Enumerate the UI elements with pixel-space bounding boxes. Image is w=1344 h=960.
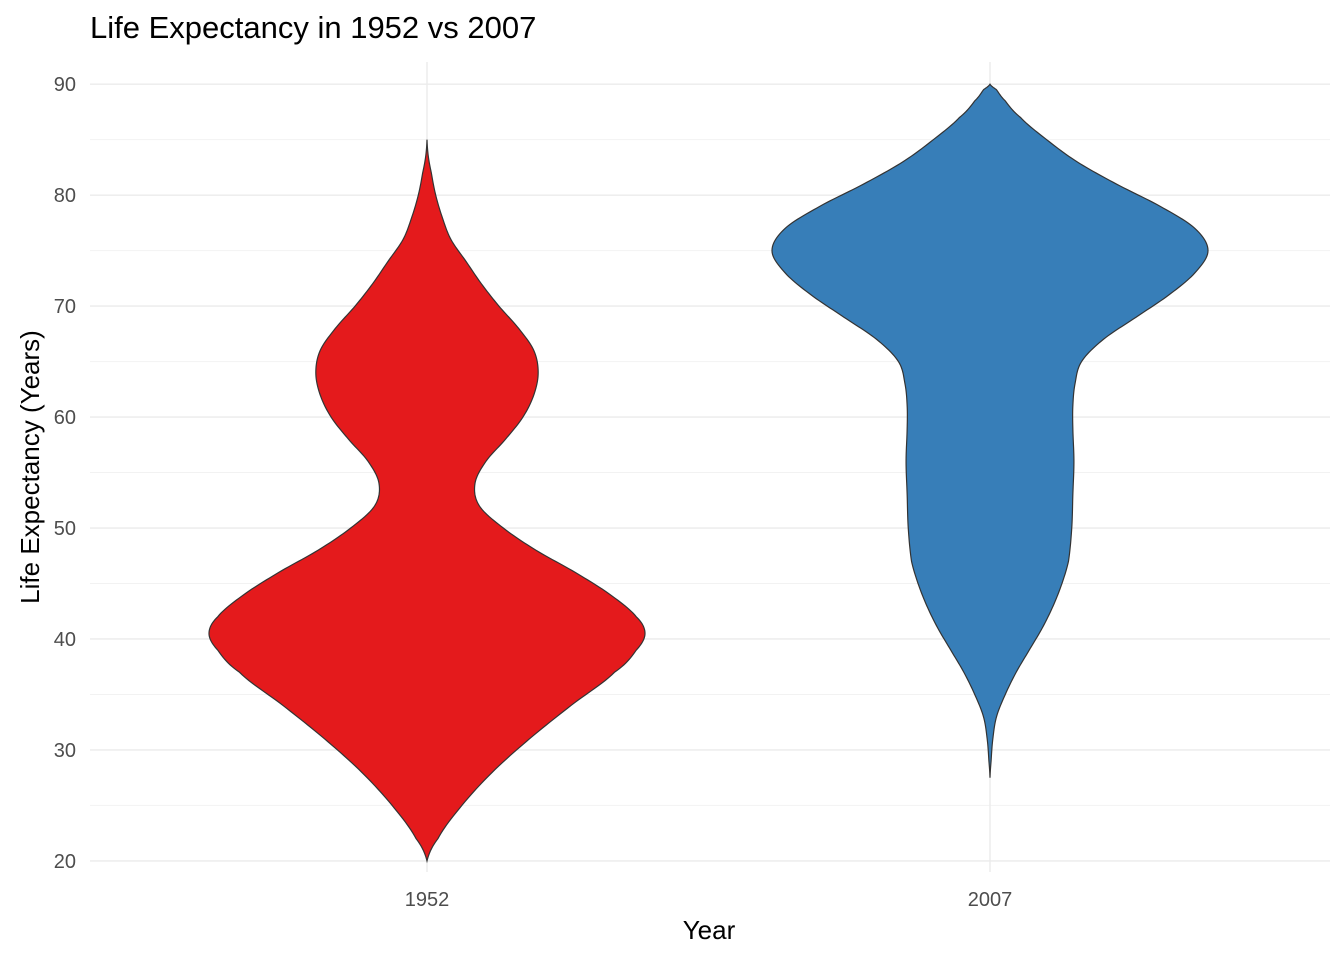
violin-2007 [771,83,1209,778]
y-tick-label: 30 [54,740,76,762]
y-tick-label: 90 [54,74,76,96]
y-tick-label: 70 [54,296,76,318]
grid-lines [90,62,1330,872]
violins [208,83,1209,864]
y-tick-label: 20 [54,851,76,873]
y-tick-labels: 20 30 40 50 60 70 80 90 [54,74,76,873]
x-tick-label: 2007 [968,889,1013,911]
chart-title: Life Expectancy in 1952 vs 2007 [90,10,537,45]
violin-1952 [208,139,646,864]
x-tick-labels: 1952 2007 [405,889,1013,911]
x-tick-label: 1952 [405,889,450,911]
y-tick-label: 40 [54,629,76,651]
y-tick-label: 50 [54,518,76,540]
y-axis-title: Life Expectancy (Years) [15,330,45,604]
y-tick-label: 80 [54,185,76,207]
x-axis-title: Year [683,915,736,945]
y-tick-label: 60 [54,407,76,429]
